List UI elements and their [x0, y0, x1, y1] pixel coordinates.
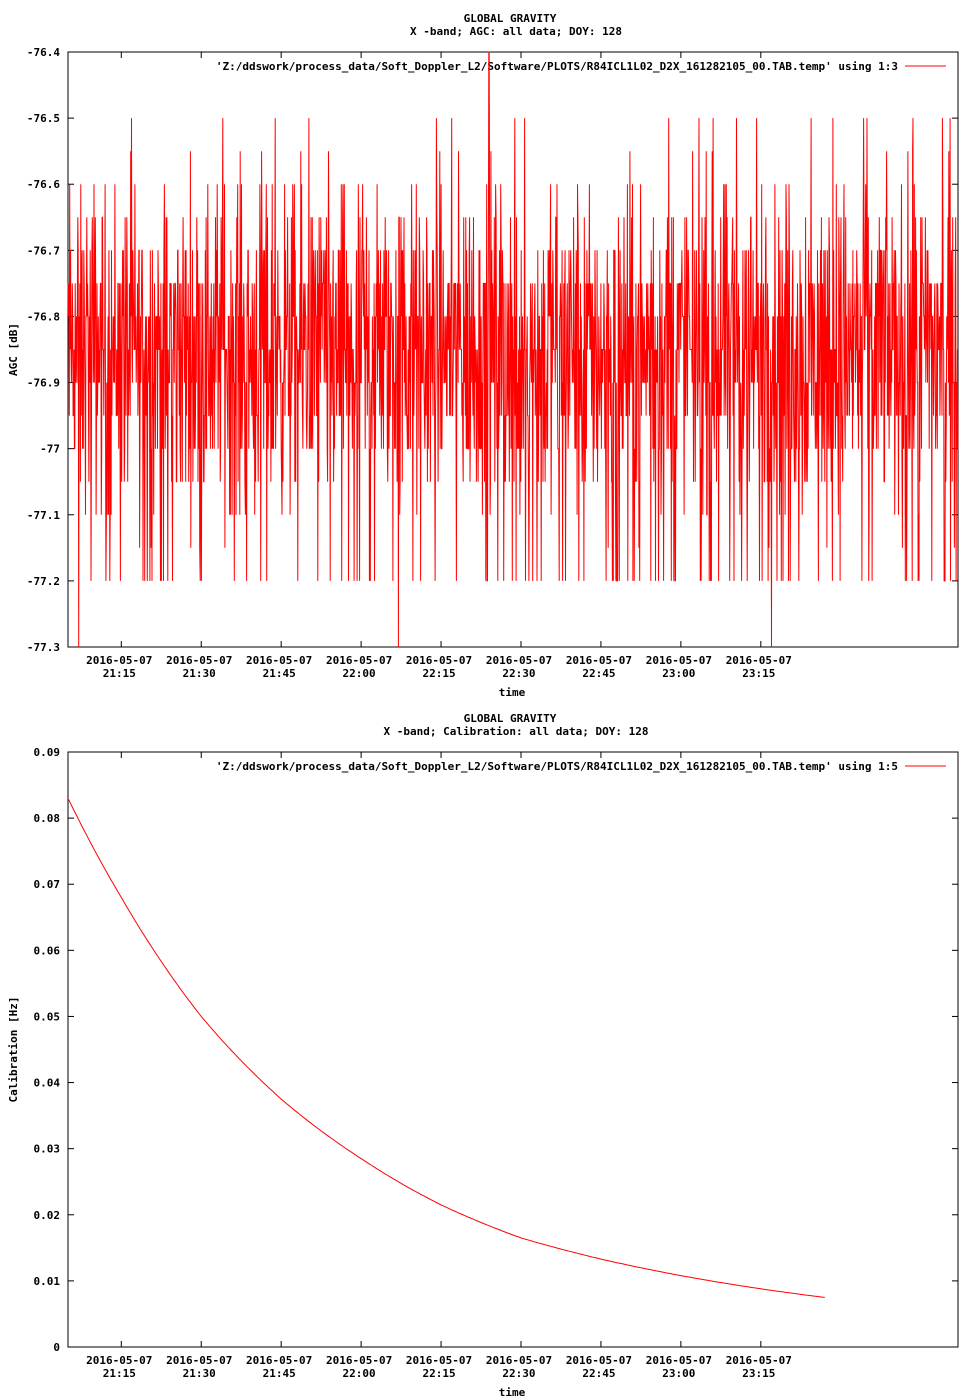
x-tick-time: 22:30 [502, 1367, 535, 1380]
y-tick-label: -77.1 [27, 509, 60, 522]
x-tick-date: 2016-05-07 [166, 654, 232, 667]
x-tick-date: 2016-05-07 [486, 654, 552, 667]
x-tick-date: 2016-05-07 [246, 654, 312, 667]
y-tick-label: 0.06 [34, 944, 61, 957]
x-tick-date: 2016-05-07 [726, 654, 792, 667]
chart-title: GLOBAL GRAVITY [464, 712, 557, 725]
x-tick-time: 21:45 [263, 667, 296, 680]
y-tick-label: 0.07 [34, 878, 61, 891]
chart-subtitle: X -band; Calibration: all data; DOY: 128 [384, 725, 649, 738]
y-tick-label: -76.8 [27, 310, 60, 323]
x-tick-date: 2016-05-07 [326, 1354, 392, 1367]
x-tick-date: 2016-05-07 [166, 1354, 232, 1367]
x-tick-time: 21:15 [103, 1367, 136, 1380]
y-tick-label: -77.3 [27, 641, 60, 654]
y-tick-label: 0.01 [34, 1275, 61, 1288]
x-tick-time: 21:30 [183, 1367, 216, 1380]
x-tick-date: 2016-05-07 [646, 1354, 712, 1367]
chart-subtitle: X -band; AGC: all data; DOY: 128 [410, 25, 622, 38]
x-tick-time: 22:45 [582, 1367, 615, 1380]
y-tick-label: -76.9 [27, 377, 60, 390]
x-tick-date: 2016-05-07 [246, 1354, 312, 1367]
y-tick-label: 0.08 [34, 812, 61, 825]
y-axis-label: AGC [dB] [7, 323, 20, 376]
x-tick-date: 2016-05-07 [326, 654, 392, 667]
x-axis-label: time [499, 686, 526, 699]
x-tick-time: 21:45 [263, 1367, 296, 1380]
y-tick-label: 0.03 [34, 1143, 61, 1156]
x-tick-date: 2016-05-07 [486, 1354, 552, 1367]
x-tick-time: 23:00 [662, 1367, 695, 1380]
x-tick-time: 23:15 [742, 1367, 775, 1380]
y-tick-label: 0 [53, 1341, 60, 1354]
chart-title: GLOBAL GRAVITY [464, 12, 557, 25]
plot-frame [67, 751, 959, 1348]
legend-label: 'Z:/ddswork/process_data/Soft_Doppler_L2… [216, 60, 898, 73]
y-tick-label: -76.6 [27, 178, 60, 191]
series-line [67, 51, 959, 648]
x-axis-label: time [499, 1386, 526, 1399]
y-tick-label: 0.02 [34, 1209, 61, 1222]
x-tick-time: 22:15 [422, 667, 455, 680]
x-tick-time: 23:15 [742, 667, 775, 680]
series-line [67, 798, 825, 1298]
x-tick-time: 22:45 [582, 667, 615, 680]
y-tick-label: 0.04 [34, 1077, 61, 1090]
x-tick-date: 2016-05-07 [406, 1354, 472, 1367]
y-tick-label: -76.4 [27, 46, 60, 59]
x-tick-time: 22:00 [343, 1367, 376, 1380]
x-tick-date: 2016-05-07 [86, 1354, 152, 1367]
legend-label: 'Z:/ddswork/process_data/Soft_Doppler_L2… [216, 760, 898, 773]
y-axis-label: Calibration [Hz] [7, 997, 20, 1103]
x-tick-time: 22:30 [502, 667, 535, 680]
x-tick-time: 23:00 [662, 667, 695, 680]
x-tick-date: 2016-05-07 [566, 654, 632, 667]
x-tick-date: 2016-05-07 [566, 1354, 632, 1367]
x-tick-date: 2016-05-07 [726, 1354, 792, 1367]
y-tick-label: -77.2 [27, 575, 60, 588]
x-tick-date: 2016-05-07 [646, 654, 712, 667]
y-tick-label: -76.7 [27, 244, 60, 257]
x-tick-date: 2016-05-07 [86, 654, 152, 667]
y-tick-label: -76.5 [27, 112, 60, 125]
y-tick-label: 0.05 [34, 1010, 61, 1023]
y-tick-label: -77 [40, 443, 60, 456]
x-tick-time: 22:15 [422, 1367, 455, 1380]
x-tick-time: 21:15 [103, 667, 136, 680]
x-tick-time: 22:00 [343, 667, 376, 680]
plot-frame [67, 51, 959, 648]
y-tick-label: 0.09 [34, 746, 61, 759]
x-tick-date: 2016-05-07 [406, 654, 472, 667]
x-tick-time: 21:30 [183, 667, 216, 680]
